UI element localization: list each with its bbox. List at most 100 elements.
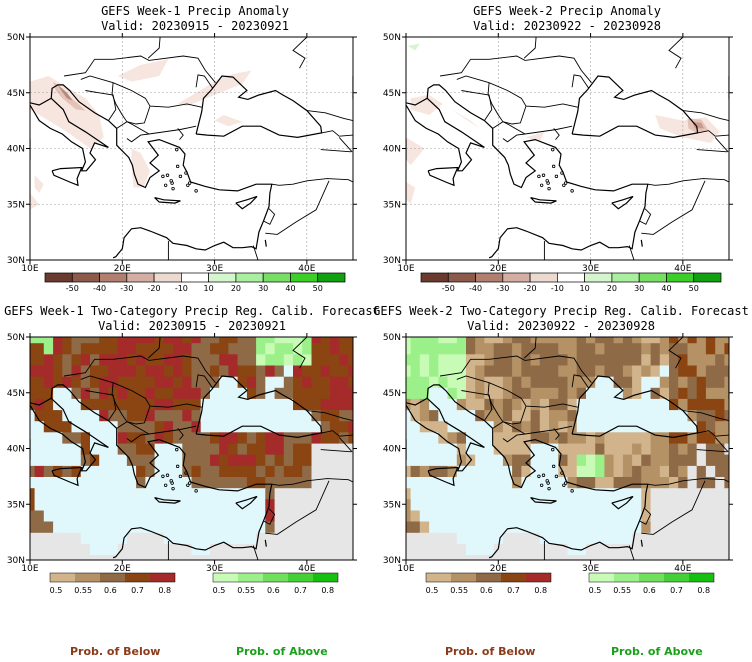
probability-cell <box>311 398 322 411</box>
probability-cell <box>246 532 257 544</box>
colorbar-swatch <box>317 272 346 283</box>
country-border <box>306 110 353 122</box>
anomaly-shade <box>214 115 243 127</box>
island <box>547 186 551 191</box>
probability-cell <box>90 442 100 455</box>
probability-cell <box>283 420 294 433</box>
lon-tick-label: 30E <box>206 264 223 274</box>
probability-cell <box>521 532 532 544</box>
island <box>186 183 190 187</box>
probability-cell <box>182 521 193 533</box>
probability-cell <box>71 337 82 344</box>
probability-cell <box>182 476 193 489</box>
probability-cell <box>136 409 146 422</box>
probability-cell <box>466 420 476 433</box>
probability-cell <box>586 487 596 500</box>
panel2-title-line1: GEFS Week-2 Precip Anomaly <box>473 4 661 18</box>
probability-cell <box>705 532 716 544</box>
probability-cell <box>228 409 239 422</box>
probability-cell <box>43 487 54 500</box>
country-border <box>320 449 352 453</box>
probability-cell <box>613 431 624 444</box>
probability-cell <box>438 342 449 355</box>
probability-cell <box>724 353 729 366</box>
probability-cell <box>302 487 312 500</box>
probability-cell <box>604 353 615 366</box>
probability-cell <box>71 342 82 355</box>
probability-cell <box>34 465 45 477</box>
probability-cell <box>99 398 109 411</box>
probability-cell <box>62 376 73 388</box>
island <box>541 173 546 177</box>
probability-cell <box>108 409 119 422</box>
island <box>546 481 550 485</box>
probability-cell <box>293 409 303 422</box>
probability-cell <box>567 398 578 411</box>
probability-cell <box>521 342 532 355</box>
island <box>554 474 559 479</box>
probability-cell <box>228 431 239 444</box>
probability-cell <box>659 387 670 399</box>
probability-cell <box>567 509 578 522</box>
probability-cell <box>108 420 119 433</box>
probability-cell <box>43 420 54 433</box>
probability-cell <box>302 532 312 544</box>
colorbar-swatch <box>313 573 338 582</box>
probability-cell <box>705 398 716 411</box>
probability-cell <box>650 353 661 366</box>
anomaly-shade <box>406 182 416 205</box>
probability-cell <box>136 353 146 366</box>
probability-cell <box>632 376 642 388</box>
probability-cell <box>705 554 716 560</box>
probability-cell <box>419 476 430 489</box>
probability-cell <box>466 487 476 500</box>
probability-cell <box>256 465 266 477</box>
probability-cell <box>219 364 229 377</box>
probability-cell <box>705 337 716 344</box>
probability-cell <box>530 342 541 355</box>
probability-cell <box>293 337 303 344</box>
probability-cell <box>622 532 633 544</box>
probability-cell <box>705 487 716 500</box>
probability-cell <box>302 554 312 560</box>
probability-cell <box>293 465 303 477</box>
country-border <box>647 178 729 186</box>
probability-cell <box>145 465 156 477</box>
probability-cell <box>145 498 156 511</box>
probability-cell <box>502 353 513 366</box>
probability-cell <box>466 476 476 489</box>
country-border <box>714 437 729 453</box>
probability-cell <box>145 376 156 388</box>
probability-cell <box>256 431 266 444</box>
probability-cell <box>512 465 522 477</box>
probability-cell <box>256 509 266 522</box>
country-border <box>682 110 729 122</box>
probability-cell <box>659 476 670 489</box>
probability-cell <box>502 554 513 560</box>
probability-cell <box>34 509 45 522</box>
probability-cell <box>256 454 266 466</box>
probability-cell <box>521 554 532 560</box>
probability-cell <box>484 509 495 522</box>
probability-cell <box>117 342 128 355</box>
probability-cell <box>604 431 615 444</box>
lon-tick-label: 20E <box>490 264 507 274</box>
probability-cell <box>210 509 220 522</box>
probability-cell <box>200 376 211 388</box>
probability-cell <box>80 342 91 355</box>
probability-cell <box>512 431 522 444</box>
probability-cell <box>173 543 183 555</box>
probability-cell <box>228 376 239 388</box>
coastline <box>530 197 557 204</box>
probability-cell <box>126 498 137 511</box>
probability-cell <box>595 342 605 355</box>
probability-cell <box>622 398 633 411</box>
probability-cell <box>466 498 476 511</box>
probability-cell <box>90 376 100 388</box>
probability-cell <box>705 442 716 455</box>
probability-cell <box>173 554 183 560</box>
probability-cell <box>622 431 633 444</box>
probability-cell <box>687 465 698 477</box>
probability-cell <box>80 431 91 444</box>
probability-cell <box>173 509 183 522</box>
